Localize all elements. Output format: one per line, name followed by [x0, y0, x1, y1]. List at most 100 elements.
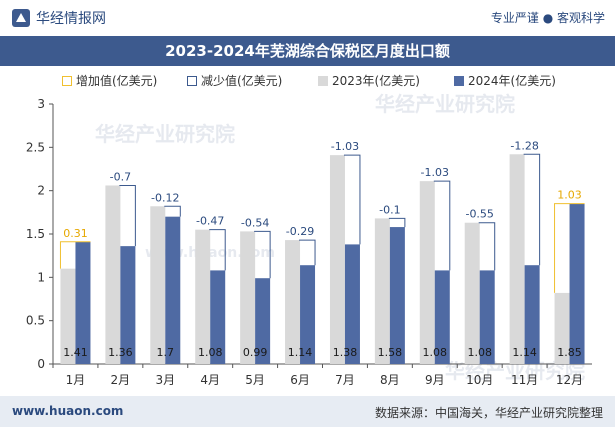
decrease-marker — [523, 153, 541, 266]
value-label-2024: 1.38 — [333, 346, 358, 359]
watermark-text: 华经产业研究院 — [95, 122, 235, 146]
value-label-2024: 1.14 — [512, 346, 537, 359]
bar-2024 — [165, 216, 181, 364]
bar-2024 — [344, 244, 360, 364]
footer-site: www.huaon.com — [12, 404, 124, 418]
bar-2023 — [509, 154, 525, 364]
footer-source: 数据来源：中国海关，华经产业研究院整理 — [374, 406, 603, 420]
legend-2023-swatch — [318, 75, 328, 86]
bar-2023 — [150, 206, 166, 364]
decrease-marker — [119, 184, 136, 247]
value-label-2024: 1.58 — [378, 346, 403, 359]
change-label: -0.54 — [241, 216, 269, 229]
change-label: -1.28 — [510, 139, 538, 152]
value-label-2024: 1.41 — [63, 346, 88, 359]
value-label-2024: 1.08 — [423, 346, 448, 359]
decrease-marker — [299, 239, 316, 266]
decrease-marker — [343, 154, 361, 245]
y-tick-label: 2 — [37, 184, 45, 198]
change-label: -1.03 — [421, 166, 449, 179]
change-label: -0.55 — [465, 208, 493, 221]
legend-decrease-label: 减少值(亿美元) — [201, 74, 283, 88]
value-label-2024: 1.08 — [467, 346, 492, 359]
bar-2023 — [195, 229, 211, 364]
x-tick-label: 2月 — [111, 373, 131, 387]
y-tick-label: 1 — [37, 270, 45, 284]
value-label-2024: 0.99 — [243, 346, 268, 359]
bar-2023 — [105, 185, 121, 364]
x-tick-label: 8月 — [380, 373, 400, 387]
decrease-marker — [209, 229, 226, 271]
x-tick-label: 4月 — [200, 373, 220, 387]
legend-decrease-swatch — [187, 75, 197, 86]
decrease-marker — [254, 230, 271, 279]
value-label-2024: 1.7 — [157, 346, 175, 359]
change-label: -0.1 — [379, 203, 400, 216]
bar-2024 — [479, 270, 495, 364]
brand-tagline: 专业严谨 ● 客观科学 — [490, 11, 605, 25]
value-label-2024: 1.36 — [108, 346, 133, 359]
increase-marker — [554, 203, 585, 293]
decrease-marker — [388, 217, 406, 228]
x-tick-label: 7月 — [335, 373, 355, 387]
bar-2023 — [374, 218, 390, 364]
change-label: 1.03 — [557, 189, 582, 202]
value-label-2024: 1.14 — [288, 346, 313, 359]
chart-canvas: 0 0.5 1 1.5 2 2.5 3 1月 0.31 1.41 2月 -0.7 1.36 3月 -0.12… — [26, 97, 592, 387]
change-label: 0.31 — [63, 227, 88, 240]
change-label: -1.03 — [331, 140, 359, 153]
change-label: -0.7 — [110, 170, 131, 183]
bar-2023 — [240, 231, 256, 364]
y-tick-label: 2.5 — [26, 140, 45, 154]
y-tick-label: 0.5 — [26, 314, 45, 328]
bar-2024 — [434, 270, 450, 364]
watermark-text: 华经产业研究院 — [375, 92, 515, 116]
bar-2024 — [524, 265, 540, 364]
x-tick-label: 10月 — [466, 373, 493, 387]
legend-item-increase: 增加值(亿美元) — [62, 72, 157, 89]
change-label: -0.12 — [151, 191, 179, 204]
legend-2023-label: 2023年(亿美元) — [332, 74, 420, 88]
legend-item-2023: 2023年(亿美元) — [318, 72, 420, 89]
bar-2023 — [464, 222, 480, 364]
legend-item-2024: 2024年(亿美元) — [454, 72, 556, 89]
legend-increase-swatch — [62, 75, 72, 86]
decrease-marker — [164, 205, 181, 217]
x-tick-label: 3月 — [155, 373, 175, 387]
decrease-marker — [478, 222, 496, 271]
bar-2024 — [210, 270, 226, 364]
footer-bar: www.huaon.com 数据来源：中国海关，华经产业研究院整理 — [0, 396, 615, 427]
x-tick-label: 1月 — [66, 373, 86, 387]
bar-2023 — [419, 181, 435, 364]
bar-2024 — [569, 203, 585, 364]
y-tick-label: 1.5 — [26, 227, 45, 241]
y-tick-label: 0 — [37, 357, 45, 371]
bar-2024 — [255, 278, 271, 364]
increase-marker — [59, 241, 91, 269]
chart-title: 2023-2024年芜湖综合保税区月度出口额 — [0, 36, 615, 66]
legend-item-decrease: 减少值(亿美元) — [187, 72, 282, 89]
bar-2024 — [300, 265, 316, 364]
bar-2024 — [120, 246, 136, 364]
y-tick-label: 3 — [37, 97, 45, 111]
decrease-marker — [433, 180, 451, 271]
legend-2024-swatch — [454, 75, 464, 86]
x-tick-label: 5月 — [245, 373, 265, 387]
bar-2024 — [389, 227, 405, 364]
x-tick-label: 6月 — [290, 373, 310, 387]
change-label: -0.29 — [286, 225, 314, 238]
bar-2024 — [75, 241, 91, 364]
bar-2023 — [554, 292, 570, 364]
x-tick-label: 9月 — [425, 373, 445, 387]
value-label-2024: 1.08 — [198, 346, 223, 359]
x-tick-label: 11月 — [511, 373, 538, 387]
brand-logo-icon — [12, 9, 30, 27]
brand-name: 华经情报网 — [36, 11, 106, 27]
x-tick-label: 12月 — [556, 373, 583, 387]
value-label-2024: 1.85 — [557, 346, 582, 359]
chart-legend: 增加值(亿美元) 减少值(亿美元) 2023年(亿美元) 2024年(亿美元) — [0, 72, 615, 90]
bar-2023 — [285, 240, 301, 364]
bar-2023 — [60, 268, 76, 364]
bar-2023 — [329, 155, 345, 364]
change-label: -0.47 — [196, 215, 224, 228]
